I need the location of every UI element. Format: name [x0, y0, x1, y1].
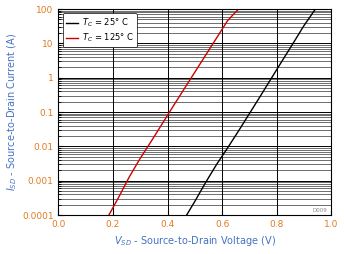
Legend: $T_C$ = 25° C, $T_C$ = 125° C: $T_C$ = 25° C, $T_C$ = 125° C: [63, 13, 137, 47]
Text: D009: D009: [312, 208, 327, 213]
X-axis label: $V_{SD}$ - Source-to-Drain Voltage (V): $V_{SD}$ - Source-to-Drain Voltage (V): [114, 234, 276, 248]
Y-axis label: $I_{SD}$ - Source-to-Drain Current (A): $I_{SD}$ - Source-to-Drain Current (A): [6, 33, 19, 191]
